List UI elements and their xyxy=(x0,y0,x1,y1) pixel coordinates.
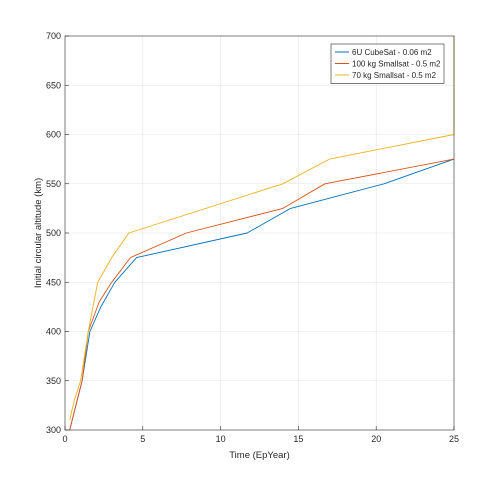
x-tick-label: 5 xyxy=(140,434,145,444)
legend-entry: 70 kg Smallsat - 0.5 m2 xyxy=(352,71,437,80)
legend: 6U CubeSat - 0.06 m2 100 kg Smallsat - 0.… xyxy=(330,43,445,84)
x-tick-label: 20 xyxy=(371,434,381,444)
x-tick-label: 15 xyxy=(293,434,303,444)
series-line-2 xyxy=(69,158,455,431)
y-tick-label: 500 xyxy=(46,228,61,238)
series-layer xyxy=(69,36,455,431)
x-axis-ticks: 0 5 10 15 20 25 xyxy=(62,426,459,444)
y-axis-label: Initial circular altitude (km) xyxy=(33,178,44,288)
legend-entry: 100 kg Smallsat - 0.5 m2 xyxy=(352,60,441,69)
y-tick-label: 700 xyxy=(46,31,61,41)
legend-entry: 6U CubeSat - 0.06 m2 xyxy=(352,48,432,57)
y-tick-label: 350 xyxy=(46,376,61,386)
y-tick-label: 550 xyxy=(46,179,61,189)
legend-box xyxy=(330,43,445,84)
y-axis-ticks: 300 350 400 450 500 550 600 650 700 xyxy=(46,31,69,435)
y-tick-label: 600 xyxy=(46,130,61,140)
x-tick-label: 10 xyxy=(216,434,226,444)
x-axis-label: Time (EpYear) xyxy=(229,450,290,461)
y-tick-label: 300 xyxy=(46,425,61,435)
x-tick-label: 0 xyxy=(62,434,67,444)
y-tick-label: 400 xyxy=(46,327,61,337)
y-tick-label: 450 xyxy=(46,277,61,287)
x-tick-label: 25 xyxy=(449,434,459,444)
series-line-3 xyxy=(69,36,455,421)
y-tick-label: 650 xyxy=(46,80,61,90)
